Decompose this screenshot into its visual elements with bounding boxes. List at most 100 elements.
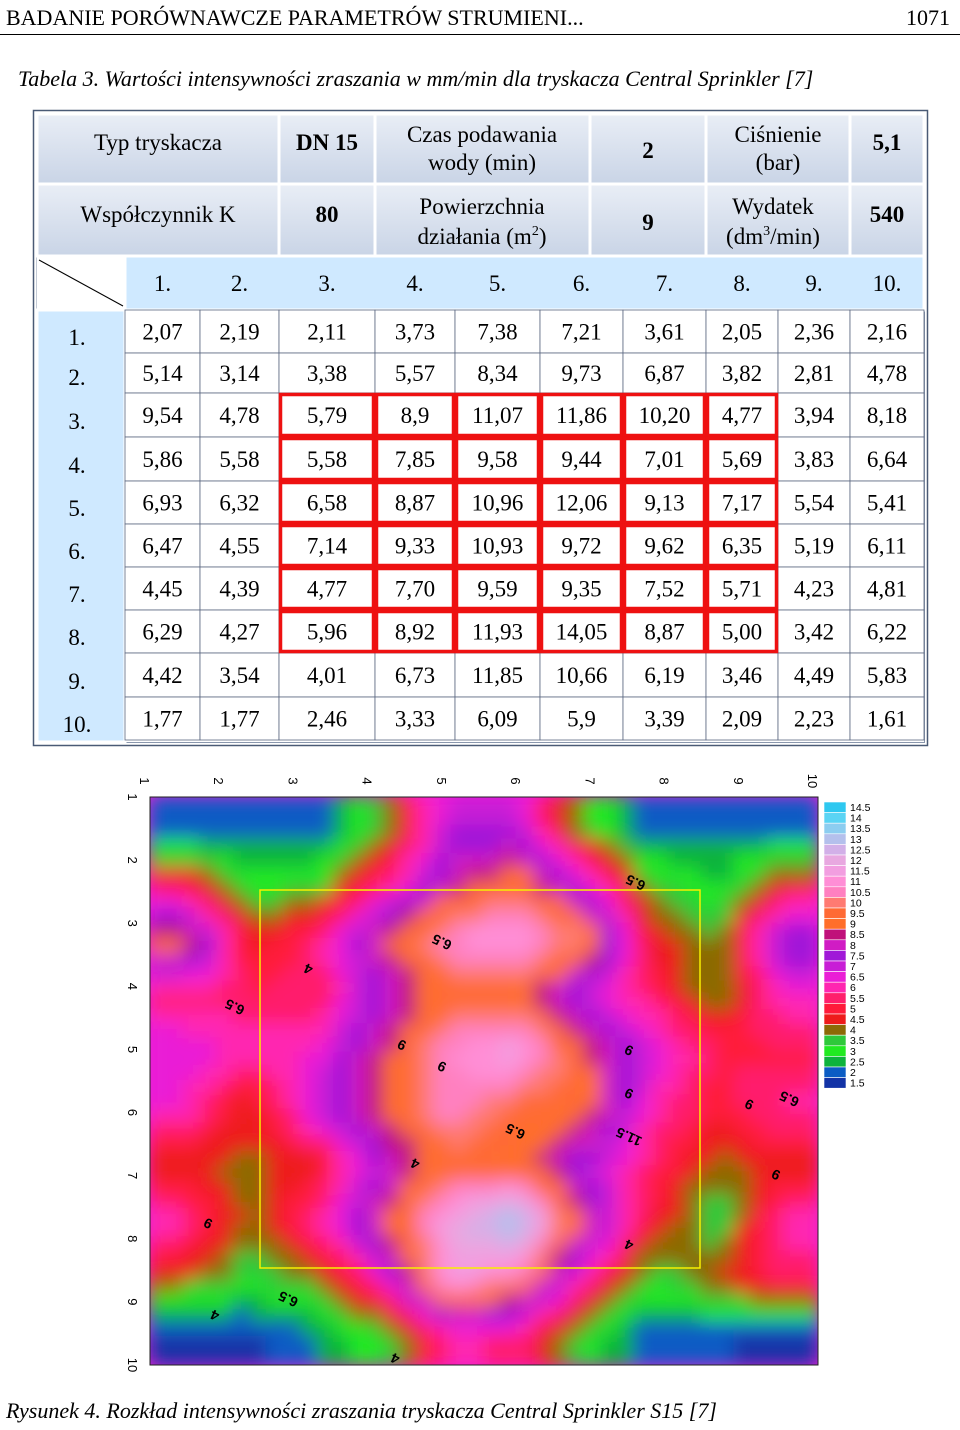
contour-cell bbox=[666, 1151, 686, 1168]
contour-cell bbox=[249, 1250, 268, 1267]
highlight-cell bbox=[622, 566, 707, 611]
table-cell-bg bbox=[454, 480, 541, 525]
contour-cell bbox=[733, 994, 753, 1011]
contour-cell bbox=[783, 994, 803, 1011]
contour-cell bbox=[800, 895, 818, 912]
contour-cell bbox=[215, 1207, 235, 1224]
contour-cell bbox=[316, 1122, 335, 1139]
contour-cell bbox=[650, 1307, 669, 1324]
y-tick-label: 2 bbox=[125, 856, 140, 863]
contour-cell bbox=[499, 1278, 519, 1295]
contour-cell bbox=[700, 1307, 719, 1324]
contour-cell bbox=[650, 980, 669, 997]
contour-cell bbox=[150, 1151, 168, 1168]
highlight-cell bbox=[539, 609, 624, 654]
colorbar-swatch bbox=[823, 928, 847, 941]
contour-cell bbox=[650, 1094, 669, 1111]
contour-cell bbox=[766, 1207, 786, 1224]
contour-cell bbox=[783, 1278, 803, 1295]
contour-cell bbox=[150, 1080, 168, 1097]
contour-cell bbox=[716, 1065, 736, 1082]
contour-cell bbox=[566, 1151, 586, 1168]
highlight-cell bbox=[705, 392, 779, 438]
contour-cell bbox=[783, 895, 803, 912]
colorbar-swatch bbox=[823, 812, 847, 824]
colorbar-swatch bbox=[823, 950, 847, 962]
highlight-cell bbox=[454, 480, 541, 525]
contour-cell bbox=[733, 1250, 753, 1267]
grid-layer: 1. 2. 3. 4. 5. 6. 7. 8. 9. 10.1. 2,07 2,19 2,11 3,73 7… bbox=[35, 254, 926, 744]
contour-cell bbox=[199, 1122, 218, 1139]
colorbar-swatch bbox=[823, 918, 847, 930]
contour-cell bbox=[800, 1165, 818, 1182]
colorbar-label: 4 bbox=[850, 1025, 856, 1037]
contour-cell bbox=[750, 838, 769, 855]
contour-cell bbox=[249, 824, 268, 841]
table-cell: 4,42 bbox=[142, 663, 182, 688]
contour-cell bbox=[316, 923, 335, 940]
contour-cell bbox=[316, 1236, 335, 1253]
contour-cell bbox=[282, 1037, 302, 1054]
contour-cell bbox=[282, 1122, 302, 1139]
contour-cell bbox=[466, 1293, 485, 1310]
contour-cell bbox=[150, 895, 168, 912]
contour-cell bbox=[716, 1236, 736, 1253]
contour-cell bbox=[182, 838, 202, 855]
contour-cell bbox=[199, 923, 218, 940]
contour-cell bbox=[449, 1335, 469, 1352]
contour-cell bbox=[232, 909, 252, 926]
contour-cell bbox=[299, 1307, 318, 1324]
contour-cell bbox=[316, 938, 335, 955]
contour-cell bbox=[683, 909, 703, 926]
contour-cell bbox=[716, 852, 736, 869]
contour-cell bbox=[733, 1051, 753, 1068]
contour-cell bbox=[282, 909, 302, 926]
contour-cell bbox=[516, 952, 536, 969]
table-cell-bg bbox=[539, 566, 624, 611]
contour-cell bbox=[533, 1151, 552, 1168]
contour-cell bbox=[700, 1264, 719, 1281]
contour-cell bbox=[733, 810, 753, 827]
contour-cell bbox=[666, 994, 686, 1011]
contour-cell bbox=[449, 1108, 469, 1125]
table-cell: 4,45 bbox=[142, 577, 182, 602]
contour-cell bbox=[583, 952, 602, 969]
contour-cell bbox=[165, 1264, 185, 1281]
contour-cell bbox=[616, 1264, 636, 1281]
contour-cell bbox=[399, 838, 419, 855]
contour-cell bbox=[182, 952, 202, 969]
contour-cell bbox=[783, 1009, 803, 1026]
contour-cell bbox=[265, 980, 285, 997]
contour-cell bbox=[332, 923, 352, 940]
x-tick-label: 4 bbox=[360, 777, 375, 784]
highlight-cell bbox=[374, 609, 456, 654]
contour-cell bbox=[633, 1349, 652, 1365]
contour-cell bbox=[349, 1349, 369, 1365]
contour-label: 6.5 bbox=[429, 931, 454, 954]
highlight-cell bbox=[622, 609, 707, 654]
x-tick-label: 9 bbox=[731, 777, 746, 784]
contour-cell bbox=[215, 1051, 235, 1068]
contour-cell bbox=[716, 1335, 736, 1352]
contour-cell bbox=[249, 1193, 268, 1210]
contour-cell bbox=[215, 994, 235, 1011]
contour-cell bbox=[299, 1065, 318, 1082]
contour-cell bbox=[733, 1080, 753, 1097]
col-header: 5. bbox=[489, 271, 506, 296]
contour-cell bbox=[249, 909, 268, 926]
contour-cell bbox=[399, 1278, 419, 1295]
contour-cell bbox=[683, 1009, 703, 1026]
contour-cell bbox=[182, 1222, 202, 1239]
contour-cell bbox=[700, 1051, 719, 1068]
contour-cell bbox=[349, 1236, 369, 1253]
contour-cell bbox=[499, 1222, 519, 1239]
contour-cell bbox=[650, 1080, 669, 1097]
contour-cell bbox=[616, 1293, 636, 1310]
contour-cell bbox=[533, 1222, 552, 1239]
k-value: 80 bbox=[316, 202, 339, 227]
contour-cell bbox=[150, 1236, 168, 1253]
table-cell: 9,33 bbox=[395, 534, 435, 559]
contour-cell bbox=[750, 1009, 769, 1026]
contour-cell bbox=[349, 1307, 369, 1324]
contour-cell bbox=[165, 1080, 185, 1097]
